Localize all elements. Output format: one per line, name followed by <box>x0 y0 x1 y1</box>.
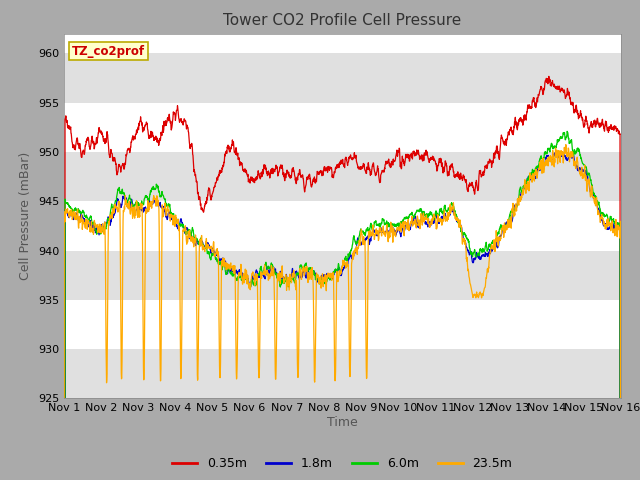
Bar <box>64 152 621 201</box>
Text: TZ_co2prof: TZ_co2prof <box>72 45 145 58</box>
Y-axis label: Cell Pressure (mBar): Cell Pressure (mBar) <box>19 152 33 280</box>
X-axis label: Time: Time <box>327 416 358 429</box>
Bar <box>64 53 621 103</box>
Title: Tower CO2 Profile Cell Pressure: Tower CO2 Profile Cell Pressure <box>223 13 461 28</box>
Bar <box>64 251 621 300</box>
Legend: 0.35m, 1.8m, 6.0m, 23.5m: 0.35m, 1.8m, 6.0m, 23.5m <box>167 452 518 475</box>
Bar <box>64 349 621 398</box>
